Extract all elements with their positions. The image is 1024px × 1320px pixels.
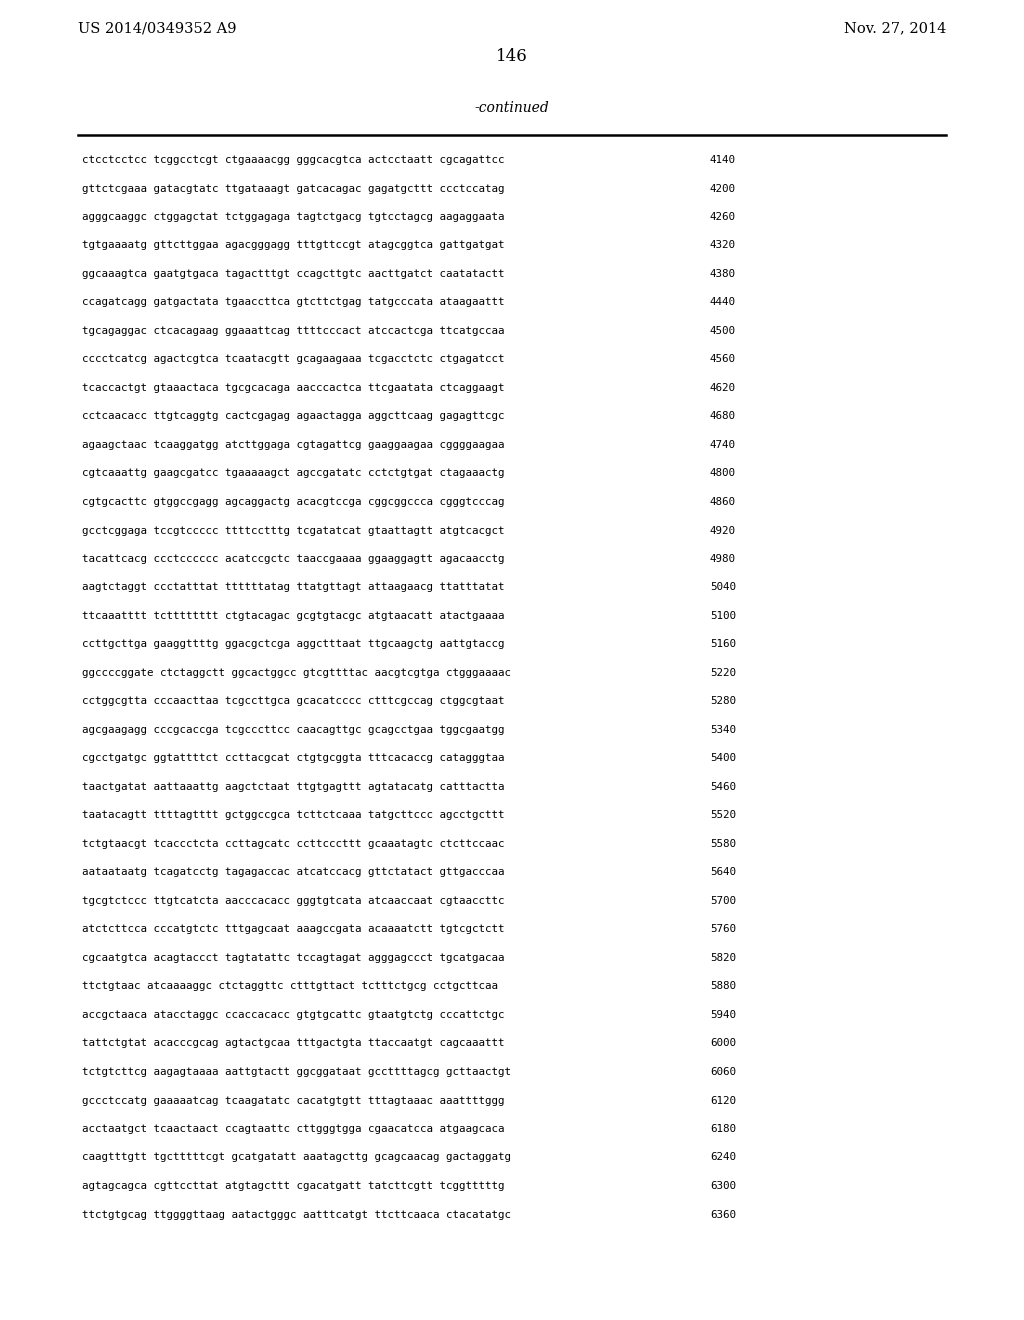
Text: 4800: 4800 — [710, 469, 736, 479]
Text: 5700: 5700 — [710, 896, 736, 906]
Text: 4500: 4500 — [710, 326, 736, 337]
Text: 5940: 5940 — [710, 1010, 736, 1020]
Text: 4140: 4140 — [710, 154, 736, 165]
Text: agaagctaac tcaaggatgg atcttggaga cgtagattcg gaaggaagaa cggggaagaa: agaagctaac tcaaggatgg atcttggaga cgtagat… — [82, 440, 505, 450]
Text: 6240: 6240 — [710, 1152, 736, 1163]
Text: ccagatcagg gatgactata tgaaccttca gtcttctgag tatgcccata ataagaattt: ccagatcagg gatgactata tgaaccttca gtcttct… — [82, 297, 505, 308]
Text: 4380: 4380 — [710, 269, 736, 279]
Text: tgtgaaaatg gttcttggaa agacgggagg tttgttccgt atagcggtca gattgatgat: tgtgaaaatg gttcttggaa agacgggagg tttgttc… — [82, 240, 505, 251]
Text: Nov. 27, 2014: Nov. 27, 2014 — [844, 21, 946, 36]
Text: cgcaatgtca acagtaccct tagtatattc tccagtagat agggagccct tgcatgacaa: cgcaatgtca acagtaccct tagtatattc tccagta… — [82, 953, 505, 964]
Text: 5220: 5220 — [710, 668, 736, 678]
Text: taactgatat aattaaattg aagctctaat ttgtgagttt agtatacatg catttactta: taactgatat aattaaattg aagctctaat ttgtgag… — [82, 781, 505, 792]
Text: -continued: -continued — [475, 102, 549, 115]
Text: cgtcaaattg gaagcgatcc tgaaaaagct agccgatatc cctctgtgat ctagaaactg: cgtcaaattg gaagcgatcc tgaaaaagct agccgat… — [82, 469, 505, 479]
Text: caagtttgtt tgctttttcgt gcatgatatt aaatagcttg gcagcaacag gactaggatg: caagtttgtt tgctttttcgt gcatgatatt aaatag… — [82, 1152, 511, 1163]
Text: 6000: 6000 — [710, 1039, 736, 1048]
Text: ttctgtgcag ttggggttaag aatactgggc aatttcatgt ttcttcaaca ctacatatgc: ttctgtgcag ttggggttaag aatactgggc aatttc… — [82, 1209, 511, 1220]
Text: ttctgtaac atcaaaaggc ctctaggttc ctttgttact tctttctgcg cctgcttcaa: ttctgtaac atcaaaaggc ctctaggttc ctttgtta… — [82, 982, 498, 991]
Text: 5280: 5280 — [710, 697, 736, 706]
Text: cccctcatcg agactcgtca tcaatacgtt gcagaagaaa tcgacctctc ctgagatcct: cccctcatcg agactcgtca tcaatacgtt gcagaag… — [82, 355, 505, 364]
Text: 4560: 4560 — [710, 355, 736, 364]
Text: cgtgcacttc gtggccgagg agcaggactg acacgtccga cggcggccca cgggtcccag: cgtgcacttc gtggccgagg agcaggactg acacgtc… — [82, 498, 505, 507]
Text: gcctcggaga tccgtccccc ttttcctttg tcgatatcat gtaattagtt atgtcacgct: gcctcggaga tccgtccccc ttttcctttg tcgatat… — [82, 525, 505, 536]
Text: 4860: 4860 — [710, 498, 736, 507]
Text: aataataatg tcagatcctg tagagaccac atcatccacg gttctatact gttgacccaa: aataataatg tcagatcctg tagagaccac atcatcc… — [82, 867, 505, 878]
Text: atctcttcca cccatgtctc tttgagcaat aaagccgata acaaaatctt tgtcgctctt: atctcttcca cccatgtctc tttgagcaat aaagccg… — [82, 924, 505, 935]
Text: accgctaaca atacctaggc ccaccacacc gtgtgcattc gtaatgtctg cccattctgc: accgctaaca atacctaggc ccaccacacc gtgtgca… — [82, 1010, 505, 1020]
Text: 6300: 6300 — [710, 1181, 736, 1191]
Text: gttctcgaaa gatacgtatc ttgataaagt gatcacagac gagatgcttt ccctccatag: gttctcgaaa gatacgtatc ttgataaagt gatcaca… — [82, 183, 505, 194]
Text: ccttgcttga gaaggttttg ggacgctcga aggctttaat ttgcaagctg aattgtaccg: ccttgcttga gaaggttttg ggacgctcga aggcttt… — [82, 639, 505, 649]
Text: agcgaagagg cccgcaccga tcgcccttcc caacagttgc gcagcctgaa tggcgaatgg: agcgaagagg cccgcaccga tcgcccttcc caacagt… — [82, 725, 505, 735]
Text: 4920: 4920 — [710, 525, 736, 536]
Text: 6120: 6120 — [710, 1096, 736, 1105]
Text: 4260: 4260 — [710, 213, 736, 222]
Text: tattctgtat acacccgcag agtactgcaa tttgactgta ttaccaatgt cagcaaattt: tattctgtat acacccgcag agtactgcaa tttgact… — [82, 1039, 505, 1048]
Text: taatacagtt ttttagtttt gctggccgca tcttctcaaa tatgcttccc agcctgcttt: taatacagtt ttttagtttt gctggccgca tcttctc… — [82, 810, 505, 821]
Text: 146: 146 — [496, 48, 528, 65]
Text: agggcaaggc ctggagctat tctggagaga tagtctgacg tgtcctagcg aagaggaata: agggcaaggc ctggagctat tctggagaga tagtctg… — [82, 213, 505, 222]
Text: agtagcagca cgttccttat atgtagcttt cgacatgatt tatcttcgtt tcggtttttg: agtagcagca cgttccttat atgtagcttt cgacatg… — [82, 1181, 505, 1191]
Text: acctaatgct tcaactaact ccagtaattc cttgggtgga cgaacatcca atgaagcaca: acctaatgct tcaactaact ccagtaattc cttgggt… — [82, 1125, 505, 1134]
Text: 5460: 5460 — [710, 781, 736, 792]
Text: tcaccactgt gtaaactaca tgcgcacaga aacccactca ttcgaatata ctcaggaagt: tcaccactgt gtaaactaca tgcgcacaga aacccac… — [82, 383, 505, 393]
Text: 5400: 5400 — [710, 754, 736, 763]
Text: cctggcgtta cccaacttaa tcgccttgca gcacatcccc ctttcgccag ctggcgtaat: cctggcgtta cccaacttaa tcgccttgca gcacatc… — [82, 697, 505, 706]
Text: gccctccatg gaaaaatcag tcaagatatc cacatgtgtt tttagtaaac aaattttggg: gccctccatg gaaaaatcag tcaagatatc cacatgt… — [82, 1096, 505, 1105]
Text: ggccccggate ctctaggctt ggcactggcc gtcgttttac aacgtcgtga ctgggaaaac: ggccccggate ctctaggctt ggcactggcc gtcgtt… — [82, 668, 511, 678]
Text: 5100: 5100 — [710, 611, 736, 620]
Text: 6060: 6060 — [710, 1067, 736, 1077]
Text: 5340: 5340 — [710, 725, 736, 735]
Text: 4680: 4680 — [710, 412, 736, 421]
Text: tctgtaacgt tcaccctcta ccttagcatc ccttcccttt gcaaatagtc ctcttccaac: tctgtaacgt tcaccctcta ccttagcatc ccttccc… — [82, 840, 505, 849]
Text: tacattcacg ccctcccccc acatccgctc taaccgaaaa ggaaggagtt agacaacctg: tacattcacg ccctcccccc acatccgctc taaccga… — [82, 554, 505, 564]
Text: tgcgtctccc ttgtcatcta aacccacacc gggtgtcata atcaaccaat cgtaaccttc: tgcgtctccc ttgtcatcta aacccacacc gggtgtc… — [82, 896, 505, 906]
Text: ggcaaagtca gaatgtgaca tagactttgt ccagcttgtc aacttgatct caatatactt: ggcaaagtca gaatgtgaca tagactttgt ccagctt… — [82, 269, 505, 279]
Text: 5160: 5160 — [710, 639, 736, 649]
Text: 5640: 5640 — [710, 867, 736, 878]
Text: cgcctgatgc ggtattttct ccttacgcat ctgtgcggta tttcacaccg catagggtaa: cgcctgatgc ggtattttct ccttacgcat ctgtgcg… — [82, 754, 505, 763]
Text: ttcaaatttt tctttttttt ctgtacagac gcgtgtacgc atgtaacatt atactgaaaa: ttcaaatttt tctttttttt ctgtacagac gcgtgta… — [82, 611, 505, 620]
Text: 4620: 4620 — [710, 383, 736, 393]
Text: 5520: 5520 — [710, 810, 736, 821]
Text: US 2014/0349352 A9: US 2014/0349352 A9 — [78, 21, 237, 36]
Text: 4740: 4740 — [710, 440, 736, 450]
Text: 5760: 5760 — [710, 924, 736, 935]
Text: tgcagaggac ctcacagaag ggaaattcag ttttcccact atccactcga ttcatgccaa: tgcagaggac ctcacagaag ggaaattcag ttttccc… — [82, 326, 505, 337]
Text: 4200: 4200 — [710, 183, 736, 194]
Text: 5820: 5820 — [710, 953, 736, 964]
Text: 4440: 4440 — [710, 297, 736, 308]
Text: 5040: 5040 — [710, 582, 736, 593]
Text: 5880: 5880 — [710, 982, 736, 991]
Text: tctgtcttcg aagagtaaaa aattgtactt ggcggataat gccttttagcg gcttaactgt: tctgtcttcg aagagtaaaa aattgtactt ggcggat… — [82, 1067, 511, 1077]
Text: 5580: 5580 — [710, 840, 736, 849]
Text: 4980: 4980 — [710, 554, 736, 564]
Text: 6360: 6360 — [710, 1209, 736, 1220]
Text: cctcaacacc ttgtcaggtg cactcgagag agaactagga aggcttcaag gagagttcgc: cctcaacacc ttgtcaggtg cactcgagag agaacta… — [82, 412, 505, 421]
Text: aagtctaggt ccctatttat ttttttatag ttatgttagt attaagaacg ttatttatat: aagtctaggt ccctatttat ttttttatag ttatgtt… — [82, 582, 505, 593]
Text: ctcctcctcc tcggcctcgt ctgaaaacgg gggcacgtca actcctaatt cgcagattcc: ctcctcctcc tcggcctcgt ctgaaaacgg gggcacg… — [82, 154, 505, 165]
Text: 6180: 6180 — [710, 1125, 736, 1134]
Text: 4320: 4320 — [710, 240, 736, 251]
